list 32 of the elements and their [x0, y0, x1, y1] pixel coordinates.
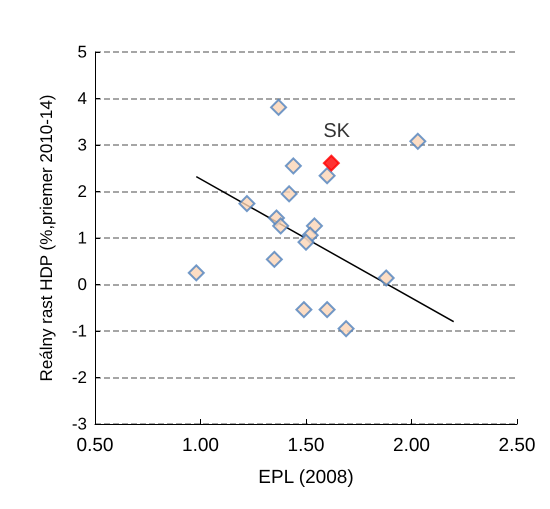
y-tick-label: 3	[78, 136, 87, 154]
y-tick-label: 4	[78, 89, 87, 108]
y-tick-label: -3	[72, 414, 87, 434]
point	[338, 320, 355, 338]
y-tick-label: 1	[78, 228, 87, 248]
point	[295, 301, 312, 318]
x-tick-label: 0.50	[76, 435, 114, 456]
y-tick-label: -2	[72, 368, 87, 387]
y-tick-label: -1	[72, 322, 87, 340]
point	[318, 167, 336, 184]
point	[378, 269, 395, 286]
point	[280, 185, 298, 202]
point	[270, 98, 288, 116]
x-axis-title: EPL (2008)	[258, 467, 354, 488]
point	[266, 250, 283, 268]
y-tick-label: 0	[78, 275, 87, 294]
point	[188, 264, 205, 282]
x-tick-label: 1.00	[182, 435, 219, 456]
y-tick-label: 5	[78, 42, 87, 62]
point	[409, 132, 426, 150]
x-tick-label: 1.50	[288, 435, 324, 456]
x-tick-label: 2.50	[498, 435, 536, 456]
point	[298, 234, 314, 251]
annotation: SK	[323, 120, 351, 142]
point	[322, 154, 340, 172]
point	[318, 301, 336, 318]
x-tick-label: 2.00	[393, 435, 430, 456]
point	[238, 195, 256, 212]
point	[284, 157, 302, 174]
y-tick-label: 2	[78, 182, 87, 201]
point	[272, 217, 290, 234]
y-axis-title: Reálny rast HDP (%,priemer 2010-14)	[37, 94, 56, 382]
